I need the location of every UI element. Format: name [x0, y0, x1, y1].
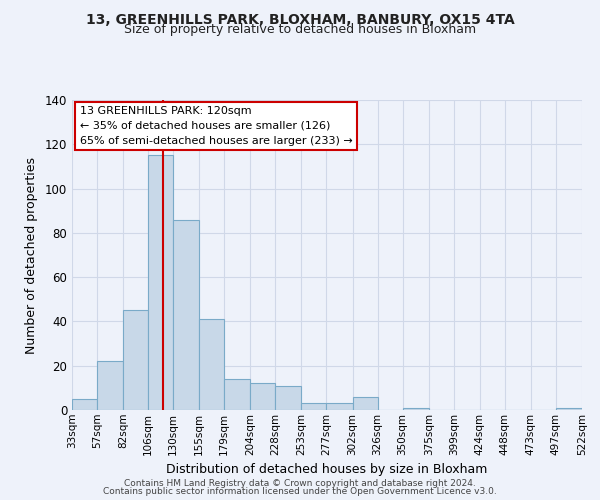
Bar: [556, 408, 582, 410]
Bar: [173, 220, 199, 410]
Bar: [148, 156, 173, 410]
Y-axis label: Number of detached properties: Number of detached properties: [25, 156, 38, 354]
Bar: [353, 396, 377, 410]
Text: 13, GREENHILLS PARK, BLOXHAM, BANBURY, OX15 4TA: 13, GREENHILLS PARK, BLOXHAM, BANBURY, O…: [86, 12, 514, 26]
Bar: [301, 404, 326, 410]
Bar: [97, 362, 123, 410]
Bar: [72, 399, 97, 410]
Bar: [199, 319, 224, 410]
Text: Size of property relative to detached houses in Bloxham: Size of property relative to detached ho…: [124, 22, 476, 36]
Text: Contains HM Land Registry data © Crown copyright and database right 2024.: Contains HM Land Registry data © Crown c…: [124, 478, 476, 488]
Text: Contains public sector information licensed under the Open Government Licence v3: Contains public sector information licen…: [103, 487, 497, 496]
Bar: [250, 384, 275, 410]
Text: 13 GREENHILLS PARK: 120sqm
← 35% of detached houses are smaller (126)
65% of sem: 13 GREENHILLS PARK: 120sqm ← 35% of deta…: [80, 106, 352, 146]
Bar: [275, 386, 301, 410]
X-axis label: Distribution of detached houses by size in Bloxham: Distribution of detached houses by size …: [166, 463, 488, 476]
Bar: [403, 408, 428, 410]
Bar: [326, 404, 353, 410]
Bar: [224, 379, 250, 410]
Bar: [123, 310, 148, 410]
